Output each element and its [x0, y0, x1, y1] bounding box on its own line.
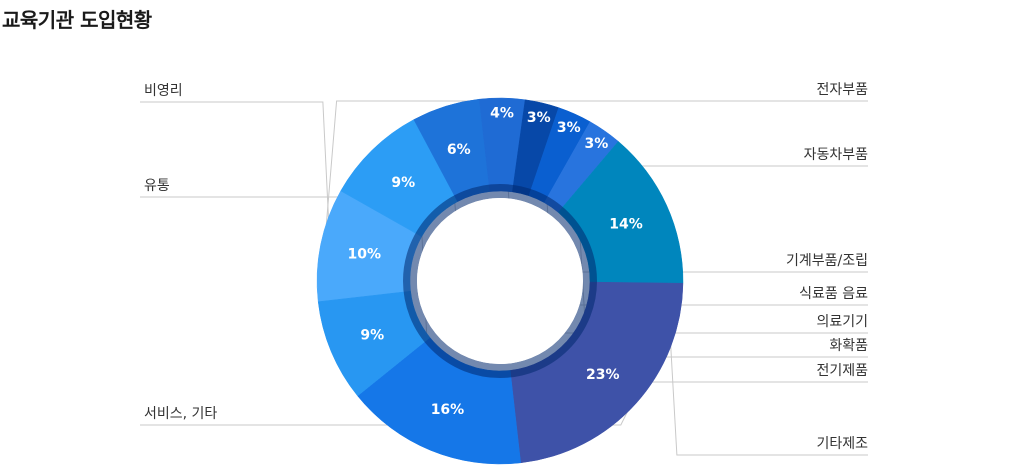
- leader-line: [140, 101, 336, 351]
- category-label: 전자부품: [816, 82, 868, 98]
- page-title: 교육기관 도입현황: [2, 8, 152, 32]
- category-label: 의료기기: [816, 314, 868, 330]
- category-label: 서비스, 기타: [144, 406, 217, 422]
- value-labels: 10%9%6%4% 3%3%3%14%23%16%9%: [348, 106, 643, 419]
- slice-value-label: 3%: [557, 120, 581, 136]
- category-label: 기타제조: [816, 436, 868, 452]
- category-label: 기계부품/조립: [786, 253, 868, 269]
- slice-value-label: 6%: [447, 142, 471, 158]
- slice-value-label: 10%: [348, 246, 382, 262]
- category-label: 자동차부품: [804, 147, 869, 163]
- category-label: 유통: [144, 178, 170, 194]
- slice-value-label: 14%: [609, 217, 643, 233]
- slice-value-label: 16%: [431, 402, 465, 418]
- slice-value-label: 3%: [527, 110, 551, 126]
- category-label: 화확품: [829, 338, 868, 354]
- donut-hole: [417, 198, 583, 364]
- donut-segments: [316, 97, 684, 465]
- inner-ring: [403, 184, 597, 378]
- slice-value-label: 9%: [360, 327, 384, 343]
- slice-value-label: 3%: [585, 136, 609, 152]
- category-label: 비영리: [144, 83, 183, 99]
- category-label: 전기제품: [816, 363, 868, 379]
- leader-line: [662, 206, 868, 456]
- slice-value-label: 9%: [391, 175, 415, 191]
- slice-value-label: 4%: [490, 106, 514, 122]
- slice-value-label: 23%: [586, 367, 620, 383]
- category-label: 식료품 음료: [799, 286, 868, 302]
